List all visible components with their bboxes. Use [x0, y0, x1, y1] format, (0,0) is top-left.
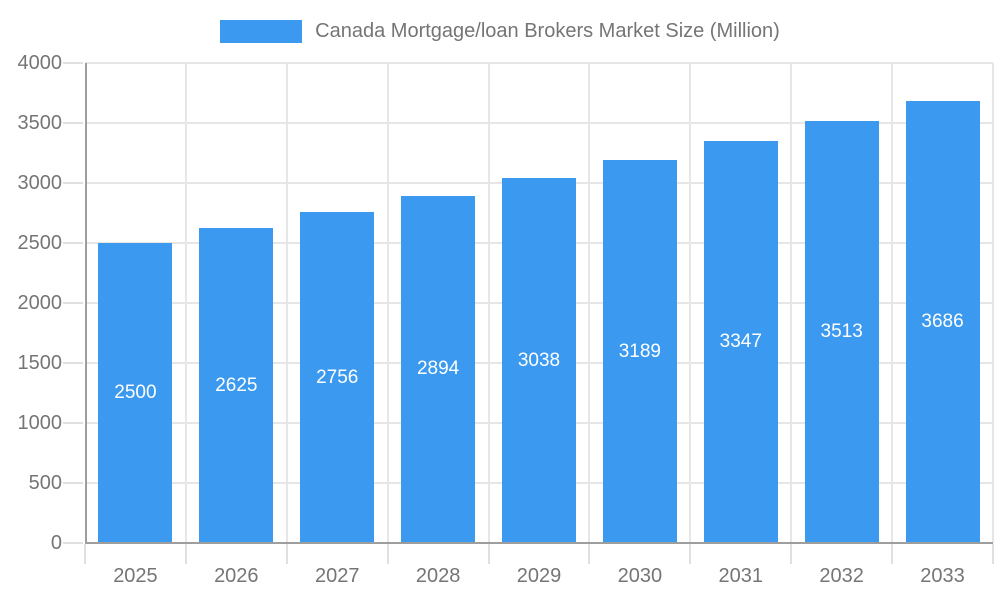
bar-2032: 3513	[804, 121, 879, 543]
x-tick	[689, 544, 692, 564]
y-tick-label: 4000	[17, 52, 63, 74]
bar-2028: 2894	[401, 195, 476, 543]
y-tick	[63, 302, 83, 304]
y-tick-label: 2000	[17, 292, 63, 314]
bar-2029: 3038	[502, 178, 576, 543]
x-tick-label: 2033	[920, 565, 965, 587]
bar-2033: 3686	[905, 100, 980, 543]
y-tick	[63, 482, 83, 484]
gridline-horizontal	[85, 122, 993, 124]
x-tick	[84, 544, 86, 564]
y-tick-label: 2500	[17, 232, 63, 254]
y-tick-label: 0	[50, 532, 62, 554]
x-tick-label: 2027	[314, 565, 360, 587]
gridline-vertical	[689, 63, 692, 543]
x-tick	[790, 544, 793, 564]
bar-value-label: 3513	[820, 321, 863, 343]
gridline-vertical	[285, 63, 288, 543]
y-tick-label: 1500	[17, 352, 63, 374]
x-tick	[992, 544, 994, 564]
y-tick-label: 500	[28, 472, 62, 494]
x-axis-line	[85, 542, 993, 544]
y-tick	[63, 242, 83, 244]
y-tick	[63, 422, 83, 424]
x-tick	[588, 544, 591, 564]
y-axis-line	[85, 63, 87, 544]
gridline-vertical	[184, 63, 187, 543]
gridline-vertical	[790, 63, 793, 543]
x-tick	[386, 544, 389, 564]
x-tick-label: 2028	[415, 565, 461, 587]
x-tick-label: 2025	[113, 565, 158, 587]
gridline-vertical	[386, 63, 389, 543]
y-tick-label: 3000	[17, 172, 63, 194]
y-tick-label: 1000	[17, 412, 63, 434]
y-tick	[63, 182, 83, 184]
y-tick-label: 3500	[17, 112, 63, 134]
gridline-vertical	[992, 63, 994, 543]
bar-value-label: 2500	[114, 382, 157, 403]
gridline-vertical	[891, 63, 894, 543]
x-tick	[184, 544, 187, 564]
bar-2031: 3347	[703, 141, 778, 543]
legend: Canada Mortgage/loan Brokers Market Size…	[0, 20, 1000, 43]
y-tick	[63, 62, 83, 64]
y-tick	[63, 122, 83, 124]
gridline-horizontal	[85, 62, 993, 64]
legend-label: Canada Mortgage/loan Brokers Market Size…	[315, 20, 780, 42]
x-tick	[487, 544, 490, 564]
x-tick-label: 2026	[214, 565, 259, 587]
y-tick	[63, 542, 83, 544]
bar-value-label: 3189	[618, 340, 662, 362]
bar-value-label: 2756	[316, 366, 359, 388]
x-tick	[891, 544, 894, 564]
gridline-vertical	[487, 63, 490, 543]
bar-value-label: 2894	[416, 358, 460, 380]
x-tick	[285, 544, 288, 564]
bar-value-label: 3038	[517, 349, 561, 371]
bar-value-label: 3347	[719, 331, 762, 353]
x-tick-label: 2029	[516, 565, 562, 587]
x-tick-label: 2030	[617, 565, 663, 587]
bar-2027: 2756	[300, 212, 375, 543]
bar-value-label: 2625	[215, 374, 258, 396]
plot-area: 2500 2625 2756 2894 3038 3189 3347 3513 3686 202…	[63, 62, 994, 587]
gridline-vertical	[588, 63, 591, 543]
bar-2030: 3189	[602, 160, 677, 543]
x-tick-label: 2032	[819, 565, 864, 587]
bar-value-label: 3686	[921, 310, 964, 332]
legend-swatch	[220, 20, 303, 43]
bar-2025: 2500	[98, 243, 173, 543]
bar-2026: 2625	[199, 228, 274, 543]
y-tick	[63, 362, 83, 364]
x-tick-label: 2031	[718, 565, 764, 587]
